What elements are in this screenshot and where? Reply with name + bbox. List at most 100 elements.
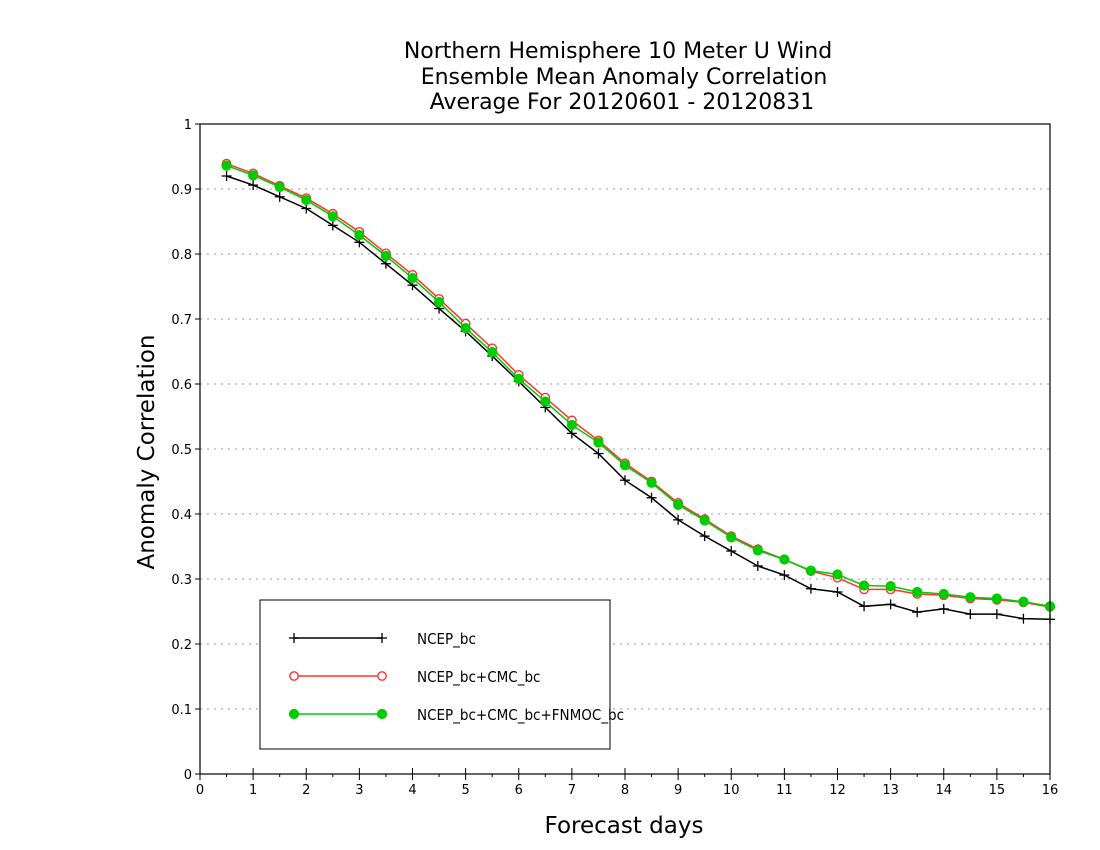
data-point (513, 373, 524, 384)
data-point (699, 515, 710, 526)
data-point (779, 570, 790, 581)
data-point (460, 323, 471, 334)
series-line (226, 162, 1051, 608)
legend-marker (288, 708, 300, 720)
data-point (858, 580, 870, 591)
data-point (938, 603, 949, 614)
data-point (566, 419, 577, 431)
data-point (991, 609, 1002, 620)
legend-marker (377, 633, 387, 643)
chart-title-line-3: Average For 20120601 - 20120831 (430, 90, 815, 115)
data-point (221, 171, 232, 181)
data-point (593, 437, 604, 448)
x-tick-label: 1 (249, 783, 257, 798)
data-point (965, 609, 976, 620)
data-point (832, 587, 843, 597)
data-point (221, 160, 232, 171)
y-tick-label: 0.6 (171, 378, 192, 393)
y-tick-label: 0.1 (171, 703, 192, 718)
data-point (646, 477, 657, 488)
data-point (540, 396, 551, 407)
data-point (912, 607, 923, 618)
x-tick-label: 12 (829, 783, 846, 798)
data-point (965, 592, 976, 603)
data-point (248, 170, 259, 181)
legend-entry: NCEP_bc+CMC_bc+FNMOC_bc (288, 706, 624, 725)
data-point (593, 448, 604, 459)
x-tick-label: 3 (355, 783, 363, 798)
data-point (726, 532, 737, 543)
data-point (407, 272, 418, 284)
x-axis-label: Forecast days (545, 813, 704, 839)
data-point (1018, 613, 1029, 624)
data-point (805, 583, 816, 594)
y-tick-label: 0.3 (171, 573, 192, 588)
y-tick-label: 0.2 (171, 638, 192, 653)
data-point (646, 492, 657, 503)
x-tick-label: 0 (196, 783, 204, 798)
x-tick-label: 13 (882, 783, 899, 798)
data-point (805, 565, 817, 576)
legend: NCEP_bc NCEP_bc+CMC_bc NCEP_bc+CMC_bc+FNMO… (259, 599, 624, 750)
x-tick-label: 5 (461, 783, 469, 798)
data-point (673, 499, 684, 510)
x-tick-label: 4 (408, 783, 416, 798)
data-point (938, 588, 949, 600)
legend-entry: NCEP_bc+CMC_bc (289, 668, 540, 687)
data-point (752, 561, 763, 571)
chart-title-line-1: Northern Hemisphere 10 Meter U Wind (404, 39, 832, 64)
series-2 (221, 160, 1056, 612)
x-tick-label: 11 (776, 783, 793, 798)
x-tick-label: 14 (935, 783, 952, 798)
data-point (354, 230, 365, 241)
legend-marker (289, 671, 299, 681)
data-point (487, 347, 498, 358)
y-tick-label: 0.4 (171, 508, 192, 523)
legend-entry: NCEP_bc (289, 630, 476, 649)
data-point (699, 531, 710, 542)
legend-marker (376, 708, 388, 720)
x-tick-label: 16 (1042, 783, 1059, 798)
data-point (274, 191, 285, 202)
data-point (885, 581, 896, 592)
data-point (327, 220, 338, 231)
x-tick-label: 10 (723, 783, 740, 798)
data-point (1018, 596, 1029, 607)
y-tick-label: 0.9 (171, 183, 192, 198)
data-point (433, 297, 445, 308)
y-tick-label: 0.7 (171, 313, 192, 328)
legend-label: NCEP_bc+CMC_bc (417, 668, 540, 687)
data-point (726, 546, 737, 557)
plot-frame (199, 123, 1051, 775)
axis-ticks: 00.10.20.30.40.50.60.70.80.910 1 2 3 4 5 6 7 8 9 1… (171, 118, 1058, 798)
y-axis-label: Anomaly Correlation (134, 334, 160, 569)
y-tick-label: 0 (184, 768, 192, 783)
series-0 (221, 171, 1055, 625)
x-tick-label: 7 (568, 783, 576, 798)
series-line (226, 164, 1051, 608)
data-point (566, 428, 577, 439)
legend-marker (289, 633, 299, 643)
data-point (779, 554, 790, 565)
x-tick-label: 15 (989, 783, 1006, 798)
data-point (248, 180, 259, 191)
data-point (274, 181, 285, 193)
legend-label: NCEP_bc+CMC_bc+FNMOC_bc (417, 706, 624, 725)
data-point (301, 203, 312, 214)
x-tick-label: 9 (674, 783, 682, 798)
legend-label: NCEP_bc (417, 630, 476, 649)
legend-box (259, 599, 611, 750)
data-point (327, 211, 338, 222)
series-layer (221, 158, 1056, 625)
data-point (832, 569, 843, 580)
data-point (301, 194, 312, 206)
data-point (380, 250, 392, 262)
y-tick-label: 1 (184, 118, 192, 133)
series-line (226, 175, 1051, 621)
data-point (752, 545, 763, 556)
x-tick-label: 8 (621, 783, 629, 798)
data-point (885, 599, 896, 610)
data-point (619, 460, 631, 471)
x-tick-label: 6 (515, 783, 523, 798)
